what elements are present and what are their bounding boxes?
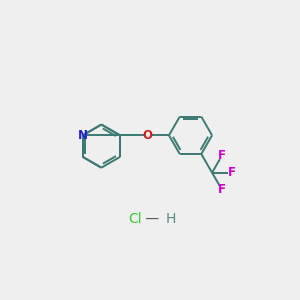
Text: F: F — [218, 183, 226, 196]
Text: O: O — [142, 129, 152, 142]
Text: H: H — [165, 212, 176, 226]
Text: N: N — [78, 129, 88, 142]
Text: Cl: Cl — [129, 212, 142, 226]
Text: F: F — [227, 166, 236, 179]
Text: F: F — [218, 149, 226, 162]
Text: —: — — [141, 212, 164, 226]
